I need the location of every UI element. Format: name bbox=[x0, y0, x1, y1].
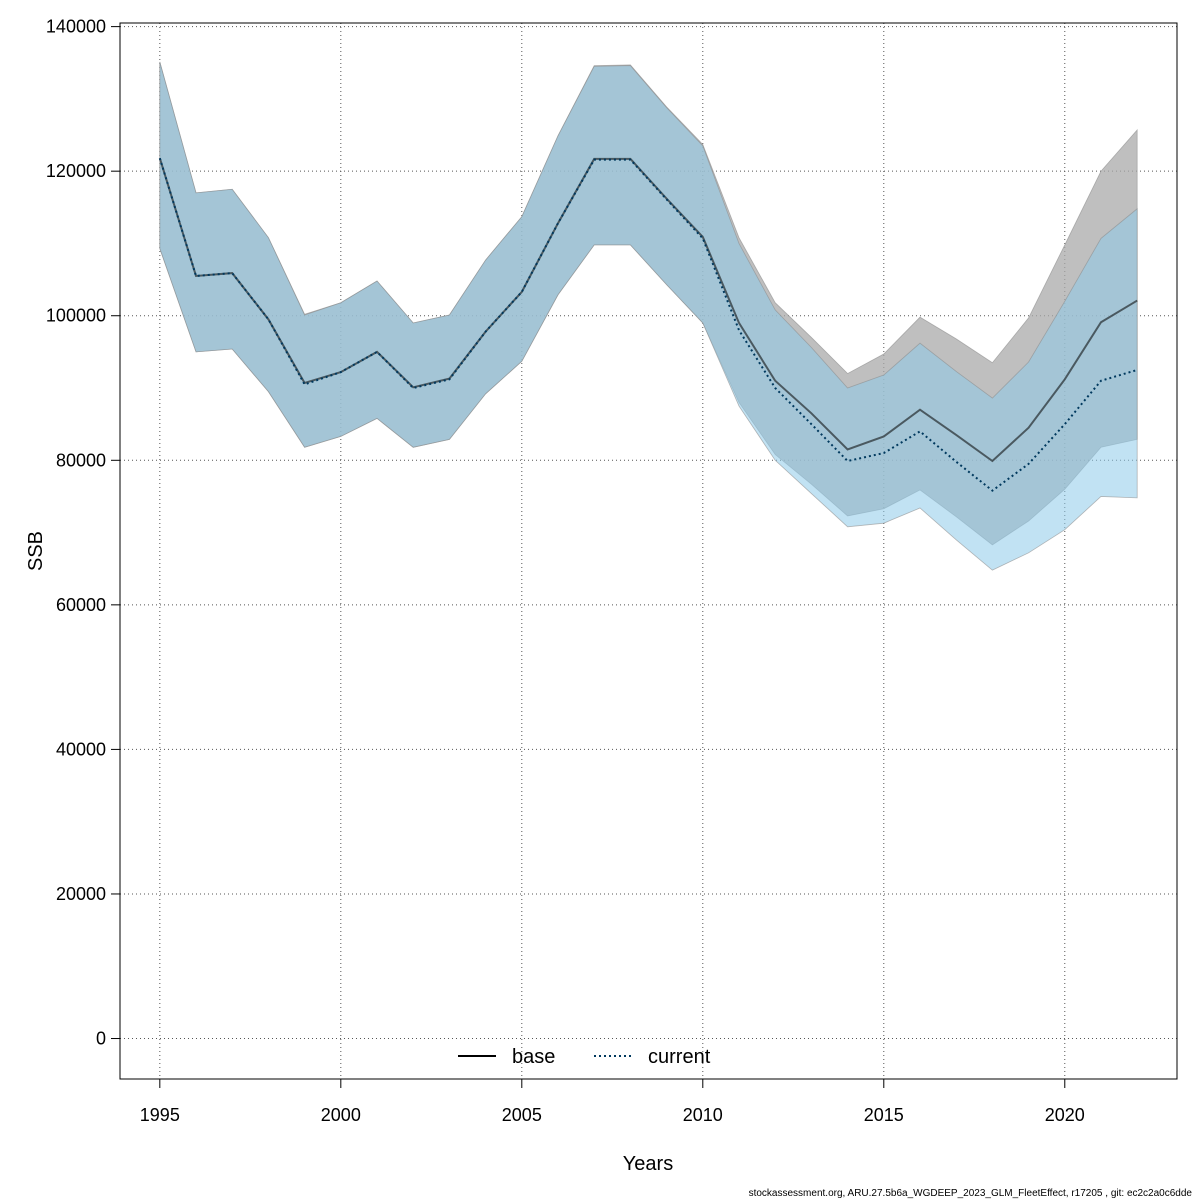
y-tick-label: 20000 bbox=[56, 884, 106, 904]
y-axis-title: SSB bbox=[25, 531, 47, 571]
series-line-current bbox=[158, 157, 1138, 492]
y-tick-label: 80000 bbox=[56, 450, 106, 470]
plot-frame bbox=[119, 22, 1178, 1080]
confidence-band-current bbox=[159, 61, 1138, 571]
y-tick-label: 40000 bbox=[56, 739, 106, 759]
series-lines bbox=[158, 157, 1138, 492]
y-tick-label: 120000 bbox=[46, 161, 106, 181]
y-tick-label: 60000 bbox=[56, 595, 106, 615]
x-tick-label: 1995 bbox=[140, 1105, 180, 1125]
y-tick-label: 0 bbox=[96, 1029, 106, 1049]
y-axis: 0 20000 40000 60000 80000 100000 120000 140000 bbox=[46, 17, 120, 1049]
footer-caption: stockassessment.org, ARU.27.5b6a_WGDEEP_… bbox=[749, 1188, 1193, 1199]
legend-label-current: current bbox=[648, 1046, 711, 1068]
legend-label-base: base bbox=[512, 1046, 555, 1068]
x-tick-label: 2020 bbox=[1045, 1105, 1085, 1125]
x-tick-label: 2000 bbox=[321, 1105, 361, 1125]
series-line-base bbox=[158, 157, 1138, 463]
x-axis: 1995 2000 2005 2010 2015 2020 bbox=[140, 1079, 1085, 1125]
x-tick-label: 2015 bbox=[864, 1105, 904, 1125]
confidence-bands bbox=[159, 61, 1138, 571]
legend: base current bbox=[458, 1046, 711, 1068]
x-tick-label: 2005 bbox=[502, 1105, 542, 1125]
x-axis-title: Years bbox=[623, 1153, 673, 1175]
y-tick-label: 100000 bbox=[46, 306, 106, 326]
y-tick-label: 140000 bbox=[46, 17, 106, 37]
x-tick-label: 2010 bbox=[683, 1105, 723, 1125]
